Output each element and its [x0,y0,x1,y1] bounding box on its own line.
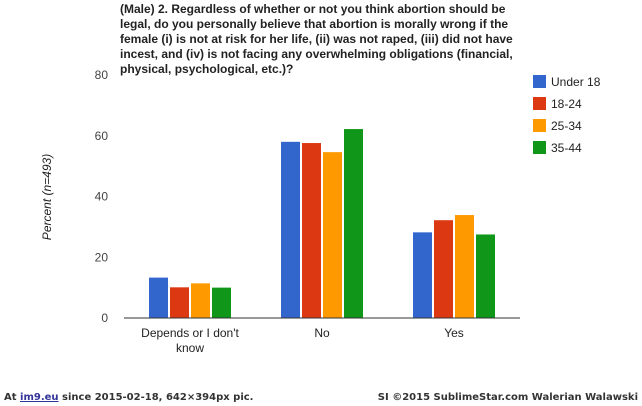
bar [476,234,495,318]
x-category-label: No [314,326,330,340]
y-axis-ticks: 0 20 40 60 80 [95,68,109,325]
bar [191,283,210,318]
footer-suffix: since 2015-02-18, 642×394px pic. [58,392,254,403]
im9-link[interactable]: im9.eu [20,392,59,403]
footer-copyright: SI ©2015 SublimeStar.com Walerian Walaws… [377,392,638,403]
bar [212,287,231,318]
bar-chart: (Male) 2. Regardless of whether or not y… [40,2,601,355]
legend-swatch [533,75,546,88]
legend-swatch [533,119,546,132]
chart-title-line: female (i) is not at risk for her life, … [120,32,513,46]
bar [413,232,432,318]
x-category-label: know [176,341,204,355]
legend-swatch [533,97,546,110]
chart-title: (Male) 2. Regardless of whether or not y… [120,2,513,76]
bar [302,143,321,318]
bar [170,287,189,318]
chart-title-line: legal, do you personally believe that ab… [120,17,508,31]
legend-label: 25-34 [551,119,582,133]
y-tick-label: 20 [95,250,109,264]
chart-title-line: physical, psychological, etc.)? [120,62,293,76]
bars [149,129,495,318]
legend-label: 18-24 [551,97,582,111]
x-category-label: Depends or I don't [141,326,239,340]
bar [323,152,342,318]
bar [344,129,363,318]
chart-title-line: incest, and (iv) is not facing any overw… [120,47,513,61]
y-tick-label: 40 [95,190,109,204]
bar [455,215,474,318]
legend: Under 18 18-24 25-34 35-44 [533,75,601,155]
footer-credit: At im9.eu since 2015-02-18, 642×394px pi… [4,389,253,406]
x-category-label: Yes [444,326,464,340]
legend-swatch [533,141,546,154]
legend-label: 35-44 [551,141,582,155]
y-tick-label: 80 [95,68,109,82]
bar [434,220,453,318]
y-tick-label: 0 [101,311,108,325]
y-tick-label: 60 [95,129,109,143]
bar [149,277,168,318]
bar [281,141,300,318]
footer-prefix: At [4,392,21,403]
chart-title-line: (Male) 2. Regardless of whether or not y… [120,2,506,16]
y-axis-label: Percent (n=493) [40,154,54,240]
legend-label: Under 18 [551,75,601,89]
